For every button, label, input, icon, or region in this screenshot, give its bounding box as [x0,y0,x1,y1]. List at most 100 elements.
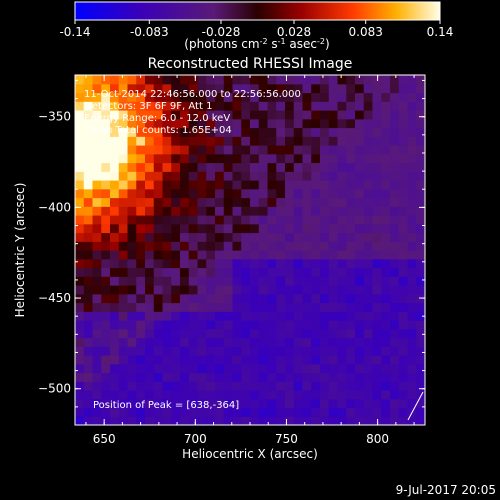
heatmap-cell [372,346,382,356]
heatmap-cell [320,381,330,391]
heatmap-cell [153,390,164,400]
heatmap-cell [346,337,356,347]
heatmap-cell [302,136,312,146]
heatmap-cell [320,407,330,417]
heatmap-cell [346,145,356,155]
heatmap-cell [92,223,102,234]
heatmap-cell [153,320,164,330]
heatmap-cell [407,101,417,111]
heatmap-cell [206,302,216,312]
heatmap-cell [355,250,365,260]
heatmap-cell [127,241,137,251]
heatmap-cell [311,232,321,242]
heatmap-cell [232,381,242,391]
heatmap-cell [83,145,94,155]
heatmap-cell [118,188,129,199]
heatmap-cell [363,127,374,137]
heatmap-cell [171,75,181,85]
heatmap-cell [118,83,129,94]
heatmap-cell [215,83,225,94]
heatmap-cell [407,153,417,164]
heatmap-cell [197,92,207,102]
heatmap-cell [171,145,181,155]
heatmap-cell [276,372,286,382]
heatmap-cell [110,363,120,374]
heatmap-cell [145,206,155,216]
heatmap-cell [101,83,111,94]
heatmap-cell [346,188,356,199]
heatmap-cell [153,302,164,312]
heatmap-cell [180,293,190,304]
heatmap-cell [293,145,304,155]
heatmap-cell [250,223,260,234]
heatmap-cell [92,337,102,347]
heatmap-cell [267,355,277,365]
heatmap-cell [416,101,425,111]
heatmap-cell [285,83,295,94]
heatmap-cell [285,258,295,269]
heatmap-cell [118,311,129,321]
heatmap-cell [180,136,190,146]
heatmap-cell [75,363,85,374]
heatmap-cell [276,398,286,409]
heatmap-cell [83,407,94,417]
heatmap-cell [285,215,295,225]
heatmap-cell [250,136,260,146]
heatmap-cell [171,258,181,269]
heatmap-cell [372,171,382,181]
heatmap-cell [293,320,304,330]
heatmap-cell [75,416,85,425]
heatmap-cell [363,118,374,129]
heatmap-cell [407,363,417,374]
heatmap-cell [390,355,400,365]
heatmap-cell [162,153,172,164]
heatmap-cell [267,285,277,295]
heatmap-cell [267,363,277,374]
heatmap-cell [416,92,425,102]
heatmap-cell [127,127,137,137]
heatmap-cell [337,363,347,374]
heatmap-cell [241,302,251,312]
heatmap-cell [346,180,356,190]
heatmap-cell [276,232,286,242]
heatmap-cell [92,355,102,365]
heatmap-cell [363,250,374,260]
heatmap-cell [258,355,269,365]
y-tick-label: −350 [38,110,71,124]
heatmap-cell [320,390,330,400]
heatmap-cell [320,285,330,295]
heatmap-cell [398,162,409,172]
heatmap-cell [381,145,391,155]
heatmap-cell [416,136,425,146]
heatmap-cell [136,136,146,146]
heatmap-cell [206,355,216,365]
heatmap-cell [285,346,295,356]
heatmap-cell [311,83,321,94]
heatmap-cell [215,188,225,199]
heatmap-cell [328,381,339,391]
heatmap-cell [328,171,339,181]
heatmap-cell [180,390,190,400]
heatmap-cell [180,363,190,374]
heatmap-cell [83,363,94,374]
heatmap-cell [180,145,190,155]
heatmap-cell [223,180,234,190]
heatmap-cell [311,311,321,321]
heatmap-cell [75,206,85,216]
heatmap-cell [276,416,286,425]
annotation-detectors: Detectors: 3F 6F 9F, Att 1 [84,101,212,112]
heatmap-cell [206,92,216,102]
heatmap-cell [250,293,260,304]
heatmap-cell [320,118,330,129]
heatmap-cell [372,276,382,286]
heatmap-cell [407,311,417,321]
heatmap-cell [328,293,339,304]
heatmap-cell [188,311,199,321]
heatmap-cell [407,337,417,347]
heatmap-cell [232,180,242,190]
heatmap-cell [206,390,216,400]
heatmap-cell [416,197,425,207]
heatmap-cell [276,110,286,120]
heatmap-cell [188,241,199,251]
heatmap-cell [188,153,199,164]
